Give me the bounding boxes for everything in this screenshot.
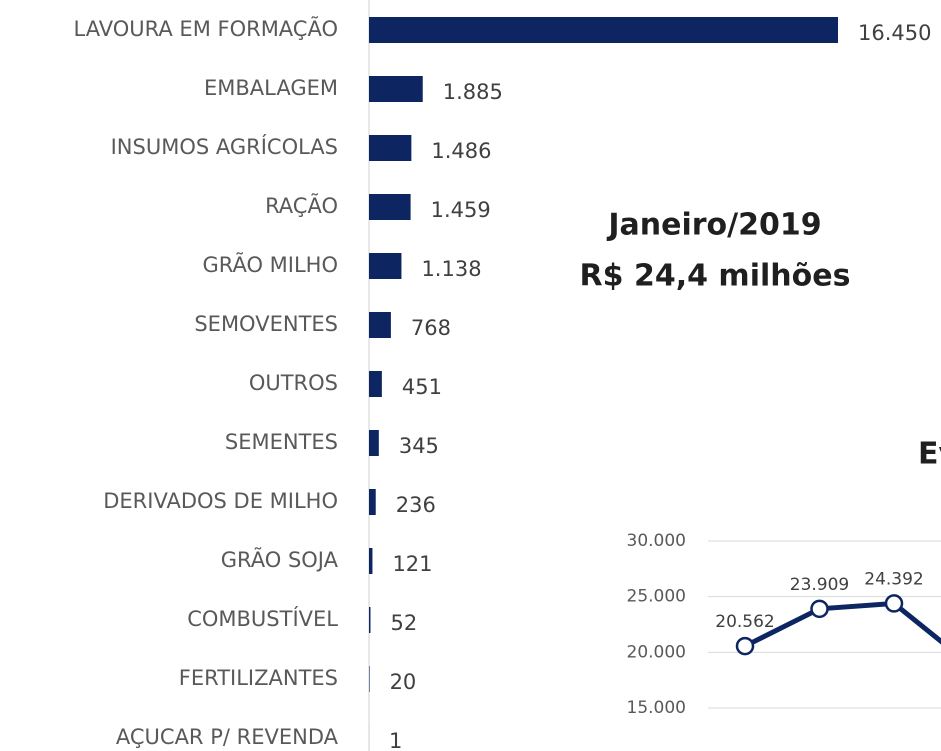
value-label: 236 [396,493,436,517]
bar [369,135,412,161]
bar [369,17,838,43]
line-title: Ev [918,437,941,472]
value-label: 16.450 [858,21,931,45]
y-tick-label: 25.000 [627,587,686,607]
bar [369,666,370,692]
value-label: 1.138 [421,257,481,281]
data-label: 23.909 [790,575,849,595]
value-label: 1.486 [431,139,491,163]
value-label: 52 [390,611,417,635]
value-label: 1.885 [443,80,503,104]
category-label: GRÃO SOJA [221,546,339,572]
bar [369,607,371,633]
value-label: 451 [402,375,442,399]
bar [369,371,382,397]
y-tick-label: 15.000 [627,698,686,718]
y-tick-label: 30.000 [627,531,686,551]
value-label: 20 [390,670,417,694]
category-label: SEMOVENTES [194,312,338,336]
data-label: 24.392 [864,569,923,589]
bar [369,430,379,456]
category-label: SEMENTES [225,430,338,454]
category-label: FERTILIZANTES [179,666,338,690]
bar [369,489,376,515]
category-label: GRÃO MILHO [202,251,338,277]
bar [369,194,411,220]
category-label: LAVOURA EM FORMAÇÃO [74,15,338,41]
marker [884,594,904,613]
category-label: EMBALAGEM [204,76,338,100]
value-label: 121 [392,552,432,576]
category-label: INSUMOS AGRÍCOLAS [111,134,338,159]
bar [369,312,391,338]
value-label: 768 [411,316,451,340]
marker [735,636,755,656]
category-label: OUTROS [249,371,338,395]
data-label: 20.562 [715,612,774,632]
bar [369,548,373,574]
period: Janeiro/2019 [606,208,821,243]
value-label: 1.459 [431,198,491,222]
value-label: 345 [399,434,439,458]
y-tick-label: 20.000 [627,642,686,662]
line [743,600,941,649]
category-label: COMBUSTÍVEL [187,606,338,631]
category-label: RAÇÃO [265,192,338,218]
value-label: 1 [389,729,402,751]
bar [369,253,402,279]
bar [369,76,423,102]
total: R$ 24,4 milhões [580,259,851,294]
category-label: AÇUCAR P/ REVENDA [116,725,339,749]
category-label: DERIVADOS DE MILHO [103,489,338,513]
marker [810,599,829,619]
